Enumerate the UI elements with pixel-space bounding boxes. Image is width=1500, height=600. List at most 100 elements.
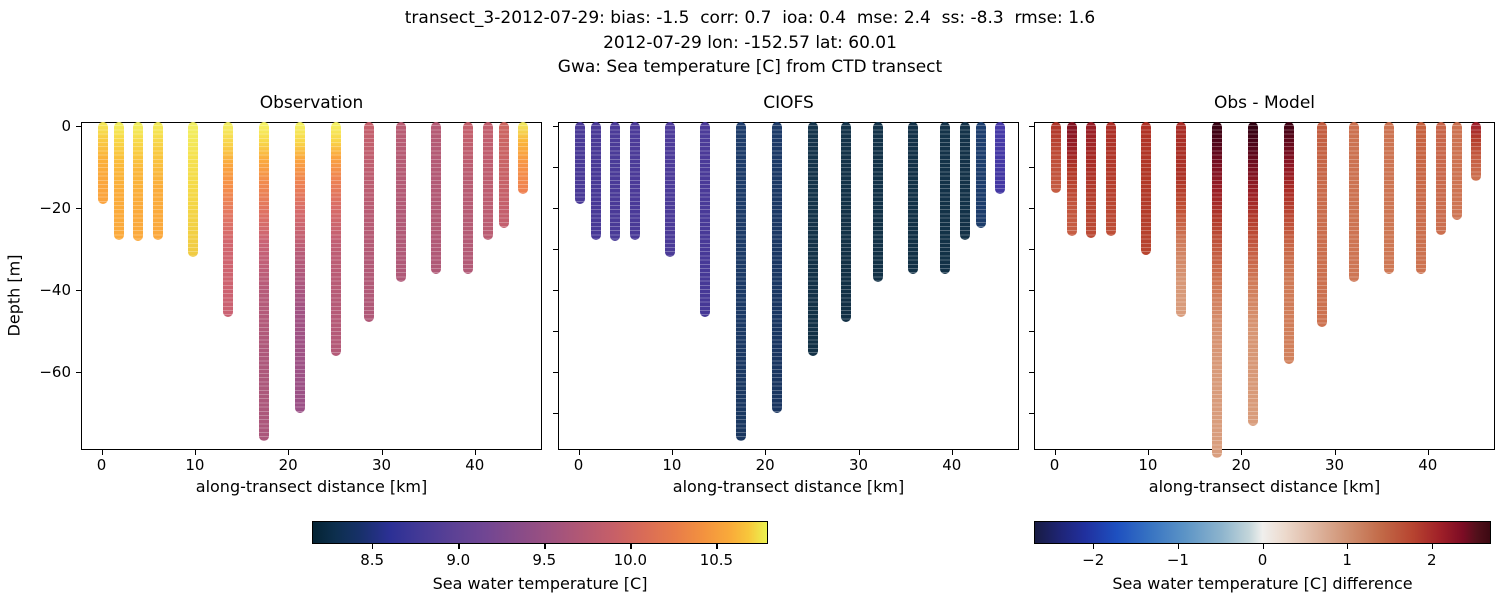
x-tick-label: 0: [573, 456, 584, 474]
data-column: [841, 121, 852, 323]
x-tick-label: 30: [848, 456, 869, 474]
data-column: [995, 121, 1006, 195]
x-tick-mark: [1334, 450, 1336, 455]
x-tick-label: 40: [465, 456, 485, 474]
data-column: [114, 121, 125, 240]
plot-panel-obs-model: [1034, 121, 1495, 458]
x-tick-label: 20: [755, 456, 775, 474]
suptitle-metrics-line: transect_3-2012-07-29: bias: -1.5 corr: …: [404, 8, 1096, 28]
data-column: [907, 121, 918, 274]
x-axis-label: along-transect distance [km]: [1148, 477, 1381, 496]
plot-panel-ciofs: [558, 121, 1019, 450]
x-tick-label: 30: [371, 456, 392, 474]
y-tick-mark: [553, 371, 558, 373]
colorbar-tick-label: 9.0: [446, 551, 471, 569]
data-column: [665, 121, 676, 257]
data-column: [1416, 121, 1427, 274]
y-tick-label: −20: [39, 198, 71, 217]
y-tick-mark: [1029, 248, 1034, 250]
plot-panel-observation: [81, 121, 542, 450]
difference-colorbar: [1034, 521, 1491, 544]
y-tick-mark: [1029, 125, 1034, 127]
colorbar-tick-mark: [1347, 544, 1349, 549]
x-tick-label: 20: [278, 456, 298, 474]
data-column: [699, 121, 710, 318]
data-column: [518, 121, 529, 195]
data-column: [975, 121, 986, 228]
data-column: [629, 121, 640, 240]
x-tick-label: 40: [1418, 456, 1438, 474]
data-column: [222, 121, 233, 318]
data-column: [498, 121, 509, 228]
data-column: [133, 121, 143, 241]
colorbar-tick-mark: [458, 544, 460, 549]
y-tick-mark: [1029, 166, 1034, 168]
data-column: [396, 121, 407, 283]
x-tick-mark: [1147, 450, 1150, 455]
y-tick-mark: [553, 412, 558, 414]
x-tick-label: 10: [1138, 456, 1158, 474]
data-column: [610, 121, 620, 241]
data-column: [940, 121, 951, 274]
y-tick-mark: [1029, 330, 1034, 332]
data-column: [259, 121, 269, 442]
y-tick-mark: [1029, 207, 1034, 209]
suptitle-variable-line: Gwa: Sea temperature [C] from CTD transe…: [557, 57, 943, 77]
data-column: [1451, 121, 1462, 220]
suptitle-date-location-line: 2012-07-29 lon: -152.57 lat: 60.01: [603, 32, 897, 53]
data-column: [1349, 121, 1360, 283]
x-tick-label: 20: [1231, 456, 1251, 474]
figure-suptitle: transect_3-2012-07-29: bias: -1.5 corr: …: [0, 6, 1500, 80]
x-tick-label: 0: [1049, 456, 1060, 474]
colorbar-tick-label: 10.0: [613, 551, 647, 569]
y-tick-label: −40: [39, 280, 71, 299]
data-column: [1383, 121, 1394, 274]
y-tick-mark: [76, 125, 81, 127]
x-tick-mark: [671, 450, 674, 455]
data-column: [1471, 121, 1482, 182]
data-column: [736, 121, 746, 442]
colorbar-tick-label: −1: [1166, 551, 1189, 569]
x-axis-label: along-transect distance [km]: [672, 477, 905, 496]
y-tick-mark: [1029, 412, 1034, 414]
x-tick-mark: [101, 450, 103, 455]
colorbar-tick-label: 0: [1257, 551, 1268, 569]
data-column: [772, 121, 783, 413]
x-axis-label: along-transect distance [km]: [195, 477, 428, 496]
x-tick-mark: [474, 450, 477, 455]
data-column: [1050, 121, 1061, 194]
data-column: [188, 121, 199, 257]
panel-title: Obs - Model: [1213, 93, 1315, 113]
colorbar-tick-mark: [372, 544, 374, 549]
temperature-colorbar: [312, 521, 768, 544]
colorbar-tick-label: 2: [1427, 551, 1437, 569]
data-column: [959, 121, 970, 240]
y-tick-label: −60: [39, 362, 71, 381]
colorbar-tick-label: 10.5: [699, 551, 734, 569]
colorbar-tick-mark: [1431, 544, 1434, 549]
colorbar-tick-mark: [1093, 544, 1095, 549]
y-tick-mark: [76, 289, 81, 291]
data-column: [1435, 121, 1446, 235]
colorbar-label: Sea water temperature [C]: [432, 574, 648, 593]
data-column: [295, 121, 306, 413]
data-column: [1212, 121, 1222, 458]
data-column: [1067, 121, 1078, 237]
data-column: [873, 121, 884, 283]
colorbar-tick-mark: [544, 544, 546, 549]
x-tick-mark: [578, 450, 580, 455]
x-tick-mark: [381, 450, 383, 455]
y-tick-label: 0: [61, 116, 71, 135]
y-tick-mark: [553, 207, 558, 209]
x-tick-mark: [194, 450, 197, 455]
x-tick-mark: [1427, 450, 1430, 455]
data-column: [430, 121, 441, 274]
colorbar-tick-label: 9.5: [532, 551, 557, 569]
y-tick-mark: [553, 289, 558, 291]
panel-title: Observation: [259, 93, 364, 113]
colorbar-tick-mark: [630, 544, 632, 549]
data-column: [574, 121, 585, 204]
x-tick-label: 30: [1324, 456, 1345, 474]
colorbar-tick-label: 1: [1342, 551, 1352, 569]
